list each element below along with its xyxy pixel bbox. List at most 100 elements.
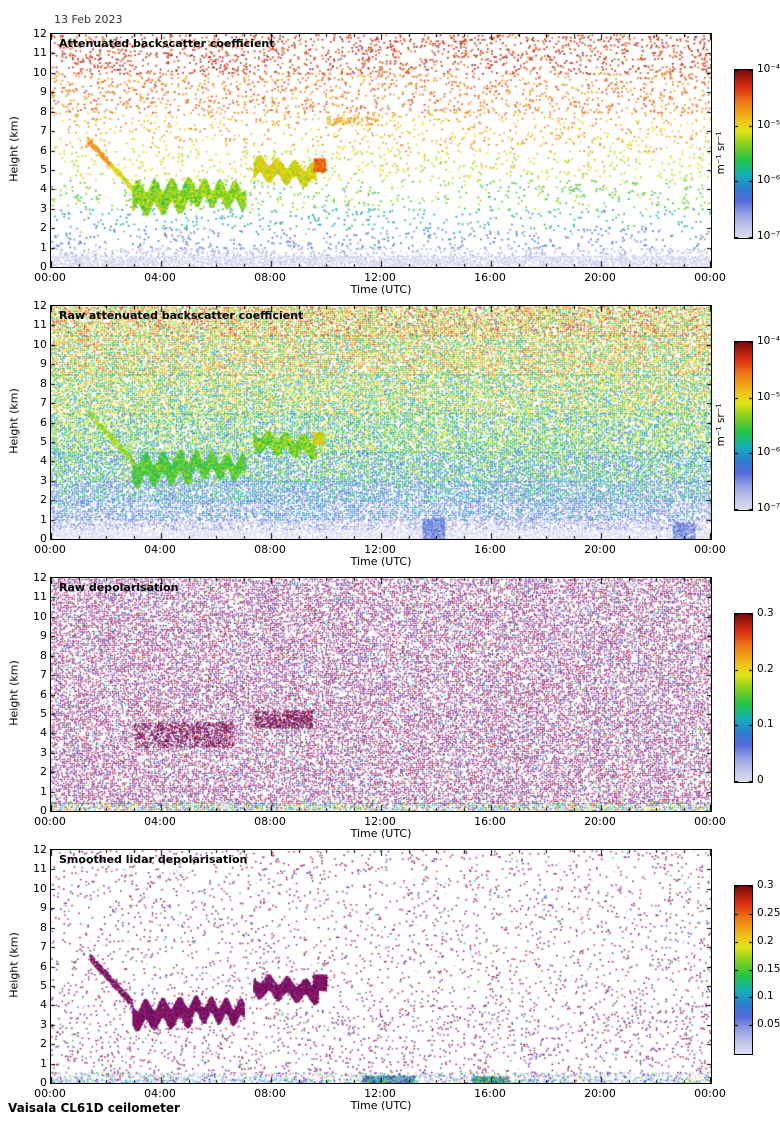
colorbar-canvas [735,70,752,238]
plot-canvas [51,34,711,267]
y-tick-label: 12 [33,299,47,312]
y-tick-label: 1 [40,513,47,526]
y-axis-label: Height (km) [7,116,21,182]
colorbar-tick-label: 0.3 [757,607,774,619]
y-tick-label: 0 [40,260,47,273]
colorbar-tick-label: 0.2 [757,935,774,947]
colorbar-tick-label: 0.3 [757,879,774,891]
x-tick-label: 00:00 [34,271,66,284]
x-tick-label: 00:00 [34,815,66,828]
y-tick-label: 7 [40,124,47,137]
y-tick-label: 8 [40,105,47,118]
colorbar-unit-label: m⁻¹ sr⁻¹ [715,403,727,447]
x-tick-label: 16:00 [474,543,506,556]
x-tick-label: 08:00 [254,1087,286,1100]
colorbar-canvas [735,342,752,510]
colorbar-tick-label: 0.05 [757,1018,780,1030]
instrument-label: Vaisala CL61D ceilometer [8,1101,180,1115]
plot-canvas [51,578,711,811]
plot-area: Raw depolarisation [50,577,712,812]
colorbar-tick-label: 0.2 [757,663,774,675]
colorbar-tick-label: 0.1 [757,990,774,1002]
y-tick-label: 0 [40,1076,47,1089]
y-tick-label: 8 [40,649,47,662]
x-axis-label: Time (UTC) [350,555,412,568]
x-tick-label: 04:00 [144,815,176,828]
y-tick-label: 4 [40,726,47,739]
colorbar-tick-label: 10⁻⁶ [757,174,780,186]
panel-title: Raw depolarisation [59,581,179,594]
y-tick-label: 9 [40,901,47,914]
colorbar-tick-label: 0.15 [757,963,780,975]
y-tick-label: 5 [40,163,47,176]
y-tick-label: 3 [40,1018,47,1031]
y-axis-label: Height (km) [7,660,21,726]
colorbar [734,341,753,511]
colorbar-unit-label: m⁻¹ sr⁻¹ [715,131,727,175]
y-tick-label: 12 [33,571,47,584]
y-tick-label: 7 [40,396,47,409]
panel-smoothed-lidar-depolarisation: Height (km) Smoothed lidar depolarisatio… [0,843,780,1121]
x-tick-label: 16:00 [474,271,506,284]
x-tick-label: 04:00 [144,1087,176,1100]
panel-raw-depolarisation: Height (km) Raw depolarisation Time (UTC… [0,571,780,849]
y-tick-label: 9 [40,629,47,642]
x-tick-label: 12:00 [364,815,396,828]
colorbar-tick-label: 10⁻⁵ [757,119,780,131]
y-tick-label: 4 [40,998,47,1011]
x-axis-label: Time (UTC) [350,283,412,296]
y-tick-label: 11 [33,862,47,875]
date-label: 13 Feb 2023 [54,13,123,26]
y-tick-label: 5 [40,979,47,992]
y-tick-label: 10 [33,66,47,79]
y-tick-label: 7 [40,668,47,681]
colorbar-canvas [735,886,752,1054]
x-tick-label: 20:00 [584,1087,616,1100]
y-tick-label: 2 [40,1037,47,1050]
x-tick-label: 04:00 [144,543,176,556]
x-tick-label: 16:00 [474,1087,506,1100]
x-tick-label: 08:00 [254,543,286,556]
x-axis-label: Time (UTC) [350,1099,412,1112]
colorbar-tick-label: 10⁻⁵ [757,391,780,403]
x-tick-label: 20:00 [584,543,616,556]
x-tick-label: 20:00 [584,271,616,284]
y-tick-label: 9 [40,357,47,370]
x-tick-label: 00:00 [694,1087,726,1100]
colorbar-tick-label: 10⁻⁴ [757,335,780,347]
y-tick-label: 2 [40,493,47,506]
colorbar-tick-label: 0.25 [757,907,780,919]
colorbar [734,613,753,783]
colorbar-tick-label: 0.1 [757,718,774,730]
colorbar-tick-label: 0 [757,774,764,786]
y-tick-label: 3 [40,746,47,759]
y-tick-label: 0 [40,804,47,817]
y-axis-label: Height (km) [7,388,21,454]
y-axis-label: Height (km) [7,932,21,998]
y-tick-label: 8 [40,377,47,390]
y-tick-label: 2 [40,765,47,778]
x-tick-label: 12:00 [364,271,396,284]
y-tick-label: 7 [40,940,47,953]
x-axis-label: Time (UTC) [350,827,412,840]
colorbar-tick-label: 10⁻⁶ [757,446,780,458]
y-tick-label: 12 [33,27,47,40]
plot-area: Smoothed lidar depolarisation [50,849,712,1084]
plot-canvas [51,850,711,1083]
y-tick-label: 2 [40,221,47,234]
x-tick-label: 12:00 [364,543,396,556]
x-tick-label: 20:00 [584,815,616,828]
y-tick-label: 10 [33,610,47,623]
plot-area: Raw attenuated backscatter coefficient [50,305,712,540]
y-tick-label: 11 [33,590,47,603]
y-tick-label: 1 [40,785,47,798]
y-tick-label: 12 [33,843,47,856]
y-tick-label: 10 [33,882,47,895]
x-tick-label: 00:00 [34,1087,66,1100]
x-tick-label: 00:00 [694,815,726,828]
x-tick-label: 08:00 [254,271,286,284]
y-tick-label: 6 [40,960,47,973]
y-tick-label: 6 [40,144,47,157]
plot-area: Attenuated backscatter coefficient [50,33,712,268]
